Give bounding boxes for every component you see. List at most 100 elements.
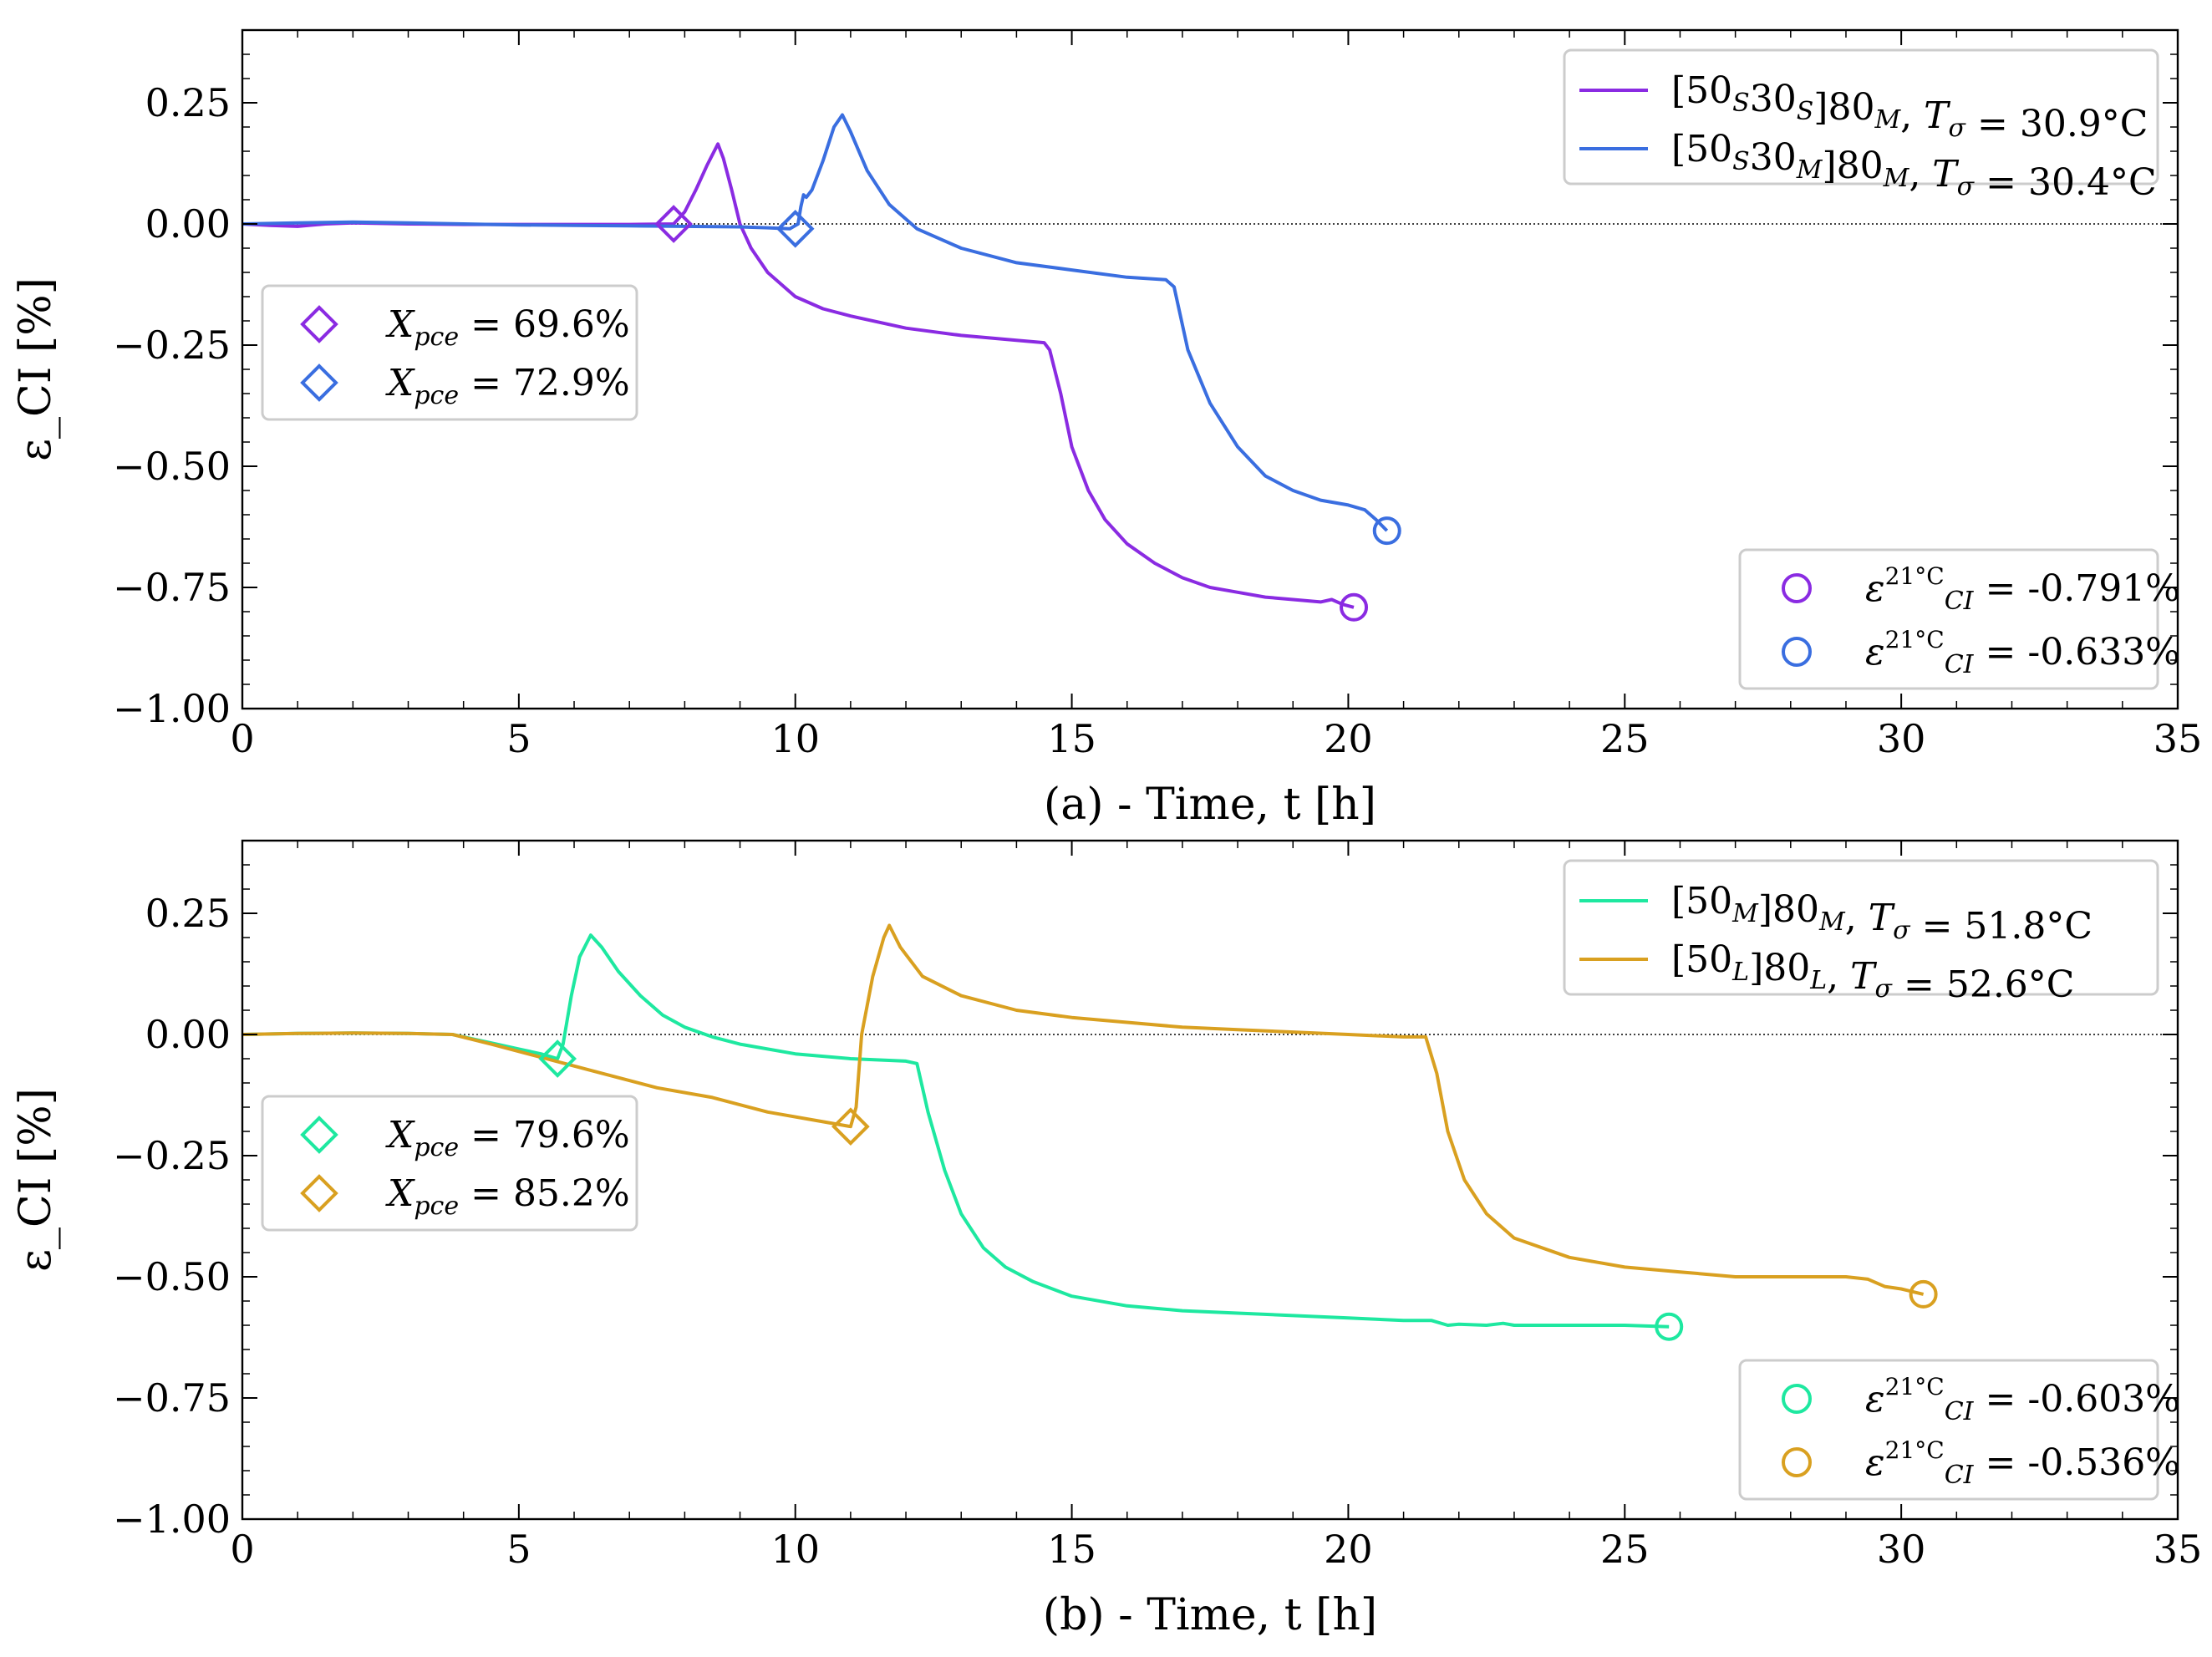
legend-text-part: pce [414, 381, 459, 410]
y-tick-label: −0.75 [113, 565, 231, 610]
legend-eps-label: ε21°CCI = -0.603% [1865, 1373, 2180, 1426]
legend-text-part: X [385, 362, 415, 404]
x-tick-label: 25 [1600, 716, 1650, 761]
legend-text-part: ]80 [1749, 947, 1810, 989]
legend-text-part: 30 [1750, 136, 1797, 179]
x-tick-label: 5 [506, 1527, 531, 1572]
y-axis-label: ε_CI [%] [11, 1088, 61, 1272]
legend-series-label: [50M]80M, Tσ = 51.8°C [1671, 880, 2093, 948]
x-tick-label: 20 [1324, 1527, 1373, 1572]
panel-b: 0 5 10 15 20 25 30 35 0.25 0.00 −0.25 −0.50 −0.75 −1.… [11, 839, 2203, 1640]
circle-marker-a-4 [1372, 516, 1401, 546]
legend-text-part: 21°C [1885, 1436, 1945, 1464]
legend-series-b: [50M]80M, Tσ = 51.8°C[50L]80L, Tσ = 52.6… [1563, 859, 2159, 1006]
legend-series-label: [50S30M]80M, Tσ = 30.4°C [1671, 128, 2157, 204]
legend-text-part: = 30.4°C [1974, 161, 2156, 204]
legend-text-part: σ [1949, 114, 1967, 143]
y-tick-label: −0.25 [113, 323, 231, 368]
legend-eps-a: ε21°CCI = -0.791% ε21°CCI = -0.633% [1738, 548, 2180, 690]
x-tick-label: 15 [1047, 716, 1096, 761]
x-tick-label: 20 [1324, 716, 1373, 761]
legend-box [1563, 859, 2159, 996]
legend-text-part: = 85.2% [470, 1172, 630, 1215]
diamond-marker-b-1 [538, 1039, 577, 1078]
y-tick-label: 0.25 [145, 80, 231, 125]
legend-diamond-swatch [300, 1174, 338, 1212]
legend-text-part: = -0.536% [1986, 1441, 2181, 1484]
y-tick-label: 0.00 [145, 201, 231, 247]
legend-box [1738, 548, 2159, 690]
legend-text-part: 21°C [1885, 626, 1945, 653]
legend-text-part: M [1883, 164, 1910, 193]
legend-text-part: ]80 [1822, 145, 1883, 187]
legend-text-part: = 72.9% [470, 362, 630, 404]
circle-marker-b-3 [1655, 1312, 1684, 1341]
legend-text-part: M [1731, 899, 1759, 928]
legend-text-part: pce [414, 323, 459, 352]
diamond-marker-a-2 [775, 209, 815, 248]
y-tick-label: −0.25 [113, 1133, 231, 1178]
legend-diamond-swatch [300, 305, 338, 343]
legend-text-part [1974, 631, 1986, 673]
legend-text-part: = 79.6% [470, 1114, 630, 1156]
legend-xpce-label: Xpce = 72.9% [385, 362, 630, 410]
legend-text-part [1974, 1441, 1986, 1484]
legend-text-part: , [1909, 153, 1932, 196]
legend-text-part [459, 362, 470, 404]
legend-text-part: ]80 [1813, 86, 1874, 129]
x-tick-label: 10 [770, 716, 820, 761]
x-tick-label: 0 [230, 1527, 254, 1572]
x-tick-label: 30 [1877, 1527, 1926, 1572]
legend-text-part: ]80 [1758, 888, 1819, 931]
legend-text-part: S [1732, 147, 1750, 176]
legend-text-part: L [1809, 966, 1827, 995]
legend-circle-swatch [1782, 1384, 1812, 1414]
legend-text-part: [50 [1671, 69, 1732, 112]
legend-text-part: S [1732, 89, 1750, 118]
x-tick-label: 10 [770, 1527, 820, 1572]
legend-xpce-label: Xpce = 69.6% [385, 303, 630, 352]
legend-diamond-swatch [300, 363, 338, 402]
legend-text-part: L [1731, 958, 1749, 987]
legend-xpce-a: Xpce = 69.6% Xpce = 72.9% [261, 284, 638, 421]
legend-eps-label: ε21°CCI = -0.536% [1865, 1436, 2180, 1490]
legend-text-part: T [1932, 153, 1960, 196]
legend-text-part: pce [414, 1192, 459, 1221]
panel-a: 0 5 10 15 20 25 30 35 0.25 0.00 −0.25 −0.50 −0.75 −1.… [11, 28, 2202, 830]
diamond-marker-b-2 [831, 1107, 870, 1146]
legend-text-part: CI [1945, 587, 1975, 616]
y-tick-label: −0.50 [113, 444, 231, 489]
legend-text-part: M [1796, 155, 1823, 185]
x-tick-label: 0 [230, 716, 254, 761]
legend-text-part: ε [1865, 1378, 1885, 1421]
legend-text-part: T [1869, 897, 1896, 939]
x-tick-label: 5 [506, 716, 531, 761]
legend-series-label: [50S30S]80M, Tσ = 30.9°C [1671, 69, 2148, 145]
x-tick-label: 30 [1877, 716, 1926, 761]
legend-box [1563, 48, 2159, 186]
legend-text-part: = 30.9°C [1965, 103, 2148, 145]
legend-text-part: M [1818, 907, 1846, 937]
legend-text-part: T [1850, 955, 1878, 998]
x-tick-label: 35 [2154, 1527, 2203, 1572]
legend-text-part: CI [1945, 650, 1975, 679]
legend-eps-b: ε21°CCI = -0.603%ε21°CCI = -0.536% [1738, 1359, 2180, 1501]
y-tick-label: 0.25 [145, 891, 231, 936]
legend-xpce-b: Xpce = 79.6% Xpce = 85.2% [261, 1095, 638, 1232]
legend-eps-label: ε21°CCI = -0.633% [1865, 626, 2180, 679]
legend-text-part: CI [1945, 1461, 1975, 1490]
legend-text-part: ε [1865, 567, 1885, 610]
circle-marker-b-4 [1909, 1279, 1938, 1309]
y-tick-label: −0.50 [113, 1254, 231, 1299]
x-axis-label: (b) - Time, t [h] [1043, 1590, 1377, 1640]
legend-text-part: ε [1865, 1441, 1885, 1484]
legend-text-part: X [385, 1172, 415, 1215]
legend-text-part: , [1827, 955, 1850, 998]
legend-text-part: = 51.8°C [1910, 905, 2093, 948]
legend-text-part: S [1797, 97, 1814, 126]
legend-eps-label: ε21°CCI = -0.791% [1865, 562, 2180, 616]
legend-text-part: ε [1865, 631, 1885, 673]
legend-xpce-label: Xpce = 85.2% [385, 1172, 630, 1221]
legend-text-part [459, 1172, 470, 1215]
